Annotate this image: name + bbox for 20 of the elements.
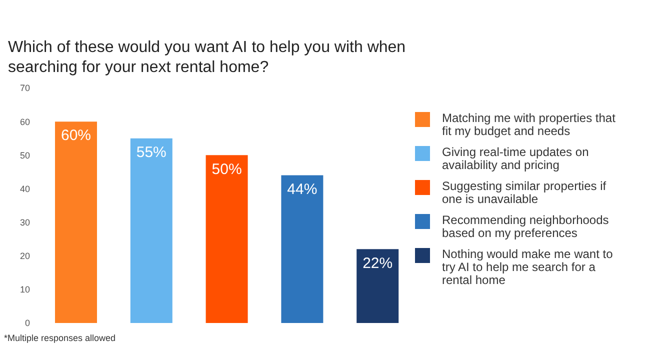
data-label: 55% [136, 144, 166, 162]
y-tick-label: 50 [20, 150, 30, 160]
data-label: 50% [212, 160, 242, 178]
data-label: 60% [60, 127, 92, 144]
y-tick-label: 30 [20, 217, 30, 228]
legend-label: Suggesting similar properties if one is unavailable [442, 178, 608, 206]
legend-label: Recommending neighborhoods based on my preferences [442, 212, 610, 240]
y-tick-label: 60 [20, 116, 30, 127]
legend-label: Nothing would make me want to try AI to help me search for a rental home [442, 246, 614, 286]
legend-label: Matching me with properties that fit my budget and needs [442, 110, 616, 138]
y-tick-label: 0 [24, 318, 30, 328]
y-tick-label: 70 [20, 83, 30, 94]
chart-title: Which of these would you want AI to help you with when searching for your next rental home? [8, 38, 407, 78]
y-tick-label: 10 [20, 284, 30, 295]
y-tick-label: 20 [20, 251, 30, 262]
legend-label: Giving real-time updates on availability and pricing [442, 144, 590, 172]
data-label: 44% [287, 180, 318, 198]
y-tick-label: 40 [20, 184, 30, 194]
data-label: 22% [362, 254, 393, 272]
text: *Multiple responses allowed [4, 333, 116, 343]
